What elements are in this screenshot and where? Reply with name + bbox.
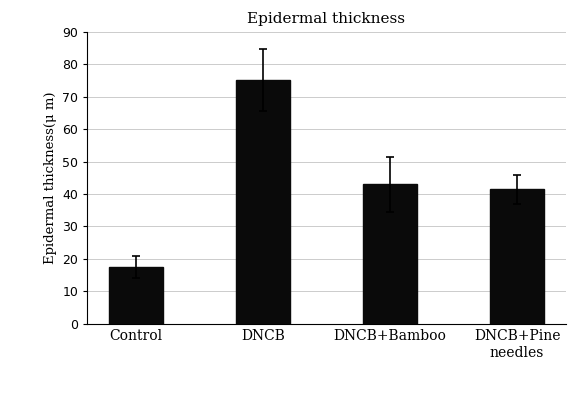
Bar <box>236 80 290 324</box>
Y-axis label: Epidermal thickness(μ m): Epidermal thickness(μ m) <box>44 92 57 264</box>
Bar <box>109 267 163 324</box>
Title: Epidermal thickness: Epidermal thickness <box>247 12 406 26</box>
Bar <box>363 184 417 324</box>
Bar <box>490 189 544 324</box>
